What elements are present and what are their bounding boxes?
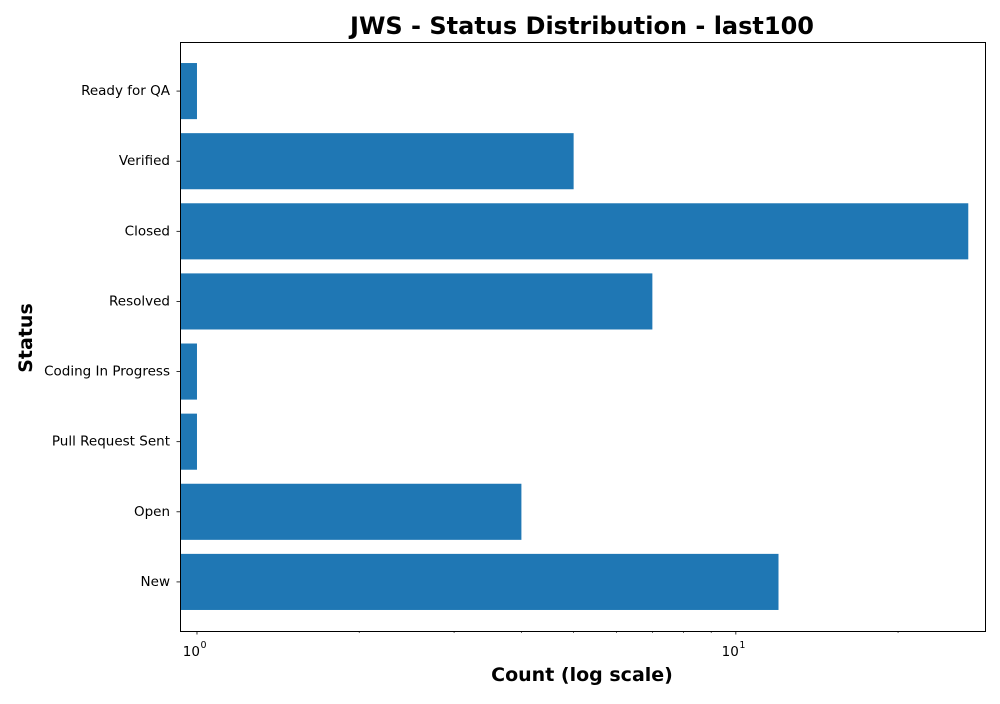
x-tick-label-base: 10 [722, 644, 739, 660]
y-tick-label: New [141, 574, 170, 590]
plot-area-frame [180, 42, 986, 632]
bar-verified [180, 133, 574, 190]
x-tick-label: 10 0 [183, 640, 207, 660]
x-axis-label: Count (log scale) [491, 664, 673, 686]
y-tick-label: Closed [125, 223, 170, 239]
bar-ready-for-qa [180, 63, 197, 120]
y-ticks-layer: New Open Pull Request Sent Coding In Progre… [44, 83, 180, 590]
x-tick-label-exponent: 0 [200, 640, 206, 651]
bar-coding-in-progress [180, 343, 197, 400]
bar-closed [180, 203, 969, 260]
y-tick-label: Verified [119, 153, 170, 169]
y-axis-label: Status [15, 303, 37, 373]
bar-resolved [180, 273, 653, 330]
bar-new [180, 553, 779, 610]
x-ticks-layer: 10 0 10 1 [183, 631, 899, 660]
y-tick-label: Ready for QA [81, 83, 171, 99]
y-tick-label: Coding In Progress [44, 364, 170, 380]
bar-open [180, 483, 522, 540]
y-tick-label: Resolved [109, 293, 170, 309]
y-tick-label: Open [134, 504, 170, 520]
bars-layer [180, 63, 969, 610]
x-tick-label-base: 10 [183, 644, 200, 660]
chart-title: JWS - Status Distribution - last100 [348, 12, 814, 40]
x-tick-label: 10 1 [722, 640, 746, 660]
x-tick-label-exponent: 1 [739, 640, 745, 651]
bar-pull-request-sent [180, 413, 197, 470]
y-tick-label: Pull Request Sent [52, 434, 170, 450]
